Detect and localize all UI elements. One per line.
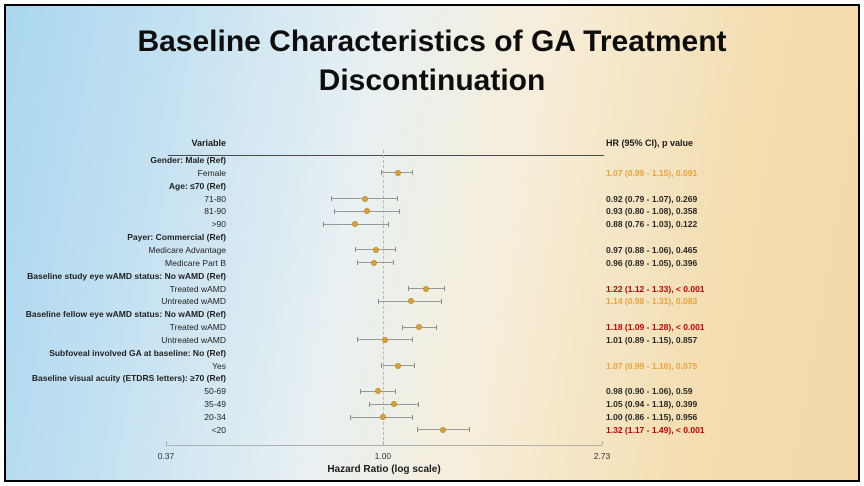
x-axis-tick-mark <box>166 441 167 445</box>
hr-point-marker <box>370 259 377 266</box>
hr-ci-pvalue-text: 1.07 (0.99 - 1.15), 0.091 <box>606 167 698 178</box>
x-axis-tick-mark <box>602 441 603 445</box>
hr-point-marker <box>394 362 401 369</box>
ci-upper-cap <box>435 324 437 330</box>
hr-point-marker <box>373 246 380 253</box>
slide-canvas: Baseline Characteristics of GA Treatment… <box>4 4 860 482</box>
hr-point-marker <box>361 195 368 202</box>
hr-point-marker <box>423 285 430 292</box>
x-axis-line <box>166 445 602 446</box>
variable-group-label: Baseline fellow eye wAMD status: No wAMD… <box>25 309 226 320</box>
ci-upper-cap <box>398 208 400 214</box>
hr-column-header: HR (95% CI), p value <box>606 138 694 148</box>
ci-upper-cap <box>388 221 390 227</box>
variable-level-label: Medicare Part B <box>165 257 226 268</box>
slide-title-line2: Discontinuation <box>318 64 546 97</box>
variable-level-label: <20 <box>211 424 226 435</box>
variable-level-label: 20-34 <box>204 412 226 422</box>
hr-point-marker <box>352 221 359 228</box>
hr-ci-pvalue-text: 0.93 (0.80 - 1.08), 0.358 <box>606 206 698 217</box>
ci-lower-cap <box>323 221 325 227</box>
variable-group-label: Subfoveal involved GA at baseline: No (R… <box>49 347 226 358</box>
hr-ci-pvalue-text: 1.05 (0.94 - 1.18), 0.399 <box>606 399 698 410</box>
hr-ci-pvalue-text: 0.96 (0.89 - 1.05), 0.396 <box>606 257 698 268</box>
ci-lower-cap <box>378 298 380 304</box>
hr-ci-pvalue-text: 1.22 (1.12 - 1.33), < 0.001 <box>606 283 705 294</box>
ci-upper-cap <box>394 388 396 394</box>
variable-level-label: 50-69 <box>204 386 226 397</box>
hr-ci-pvalue-text: 1.14 (0.98 - 1.31), 0.083 <box>606 296 698 307</box>
hr-point-marker <box>394 169 401 176</box>
hr-point-marker <box>382 336 389 343</box>
ci-upper-cap <box>412 414 414 420</box>
ci-upper-cap <box>392 260 394 266</box>
hr-point-marker <box>375 388 382 395</box>
hr-point-marker <box>390 401 397 408</box>
x-axis-tick-label: 0.37 <box>157 451 175 461</box>
reference-line-hr1 <box>383 150 384 445</box>
x-axis-tick-mark <box>382 441 384 445</box>
ci-lower-cap <box>334 208 336 214</box>
forest-plot: Variable HR (95% CI), p value Gender: Ma… <box>6 6 858 480</box>
ci-upper-cap <box>412 170 414 176</box>
ci-lower-cap <box>417 427 419 433</box>
ci-lower-cap <box>369 401 371 407</box>
variable-group-label: Baseline visual acuity (ETDRS letters): … <box>31 373 226 384</box>
ci-upper-cap <box>394 247 396 253</box>
variable-level-label: Untreated wAMD <box>161 334 226 345</box>
ci-upper-cap <box>412 337 414 343</box>
header-divider-line <box>168 155 604 156</box>
hr-ci-pvalue-text: 1.00 (0.86 - 1.15), 0.956 <box>606 412 698 422</box>
ci-lower-cap <box>401 324 403 330</box>
ci-lower-cap <box>331 196 333 202</box>
ci-upper-cap <box>444 286 446 291</box>
variable-level-label: Treated wAMD <box>169 322 226 333</box>
variable-group-label: Age: ≤70 (Ref) <box>168 180 226 191</box>
ci-lower-cap <box>407 286 409 291</box>
ci-lower-cap <box>357 337 359 343</box>
variable-level-label: >90 <box>211 219 226 230</box>
ci-upper-cap <box>418 401 419 407</box>
slide-title-line1: Baseline Characteristics of GA Treatment <box>137 25 727 58</box>
ci-lower-cap <box>357 260 359 266</box>
hr-point-marker <box>379 414 386 420</box>
variable-group-label: Gender: Male (Ref) <box>150 155 226 165</box>
variable-level-label: 81-90 <box>204 206 226 217</box>
x-axis-tick-label: 2.73 <box>593 451 611 461</box>
slide-title: Baseline Characteristics of GA Treatment… <box>6 22 858 100</box>
x-axis-title: Hazard Ratio (log scale) <box>327 464 441 475</box>
x-axis-tick-label: 1.00 <box>374 451 392 461</box>
hr-ci-pvalue-text: 1.07 (0.99 - 1.16), 0.075 <box>606 360 698 371</box>
hr-ci-pvalue-text: 1.32 (1.17 - 1.49), < 0.001 <box>606 424 705 435</box>
ci-lower-cap <box>350 414 351 420</box>
variable-level-label: 35-49 <box>204 399 226 410</box>
variable-column-header: Variable <box>191 138 226 148</box>
variable-level-label: Female <box>197 167 226 178</box>
hr-point-marker <box>440 426 447 433</box>
ci-upper-cap <box>468 427 470 433</box>
variable-group-label: Baseline study eye wAMD status: No wAMD … <box>27 270 226 281</box>
hr-ci-pvalue-text: 0.98 (0.90 - 1.06), 0.59 <box>606 386 693 397</box>
hr-point-marker <box>408 298 415 305</box>
hr-ci-pvalue-text: 0.97 (0.88 - 1.06), 0.465 <box>606 244 698 255</box>
variable-level-label: Untreated wAMD <box>161 296 226 307</box>
variable-group-label: Payer: Commercial (Ref) <box>127 232 226 243</box>
ci-lower-cap <box>380 170 382 176</box>
variable-level-label: Medicare Advantage <box>148 244 227 255</box>
hr-point-marker <box>416 324 422 331</box>
variable-level-label: 71-80 <box>204 193 226 204</box>
ci-lower-cap <box>355 247 357 253</box>
ci-upper-cap <box>440 298 442 304</box>
ci-upper-cap <box>396 196 398 202</box>
hr-point-marker <box>364 208 371 215</box>
hr-ci-pvalue-text: 1.18 (1.09 - 1.28), < 0.001 <box>606 322 705 333</box>
ci-lower-cap <box>380 363 382 369</box>
ci-lower-cap <box>359 388 361 394</box>
hr-ci-pvalue-text: 0.88 (0.76 - 1.03), 0.122 <box>606 219 698 230</box>
hr-ci-pvalue-text: 1.01 (0.89 - 1.15), 0.857 <box>606 334 698 345</box>
variable-level-label: Treated wAMD <box>169 283 226 294</box>
variable-level-label: Yes <box>212 360 226 371</box>
hr-ci-pvalue-text: 0.92 (0.79 - 1.07), 0.269 <box>606 193 698 204</box>
ci-upper-cap <box>414 363 416 369</box>
